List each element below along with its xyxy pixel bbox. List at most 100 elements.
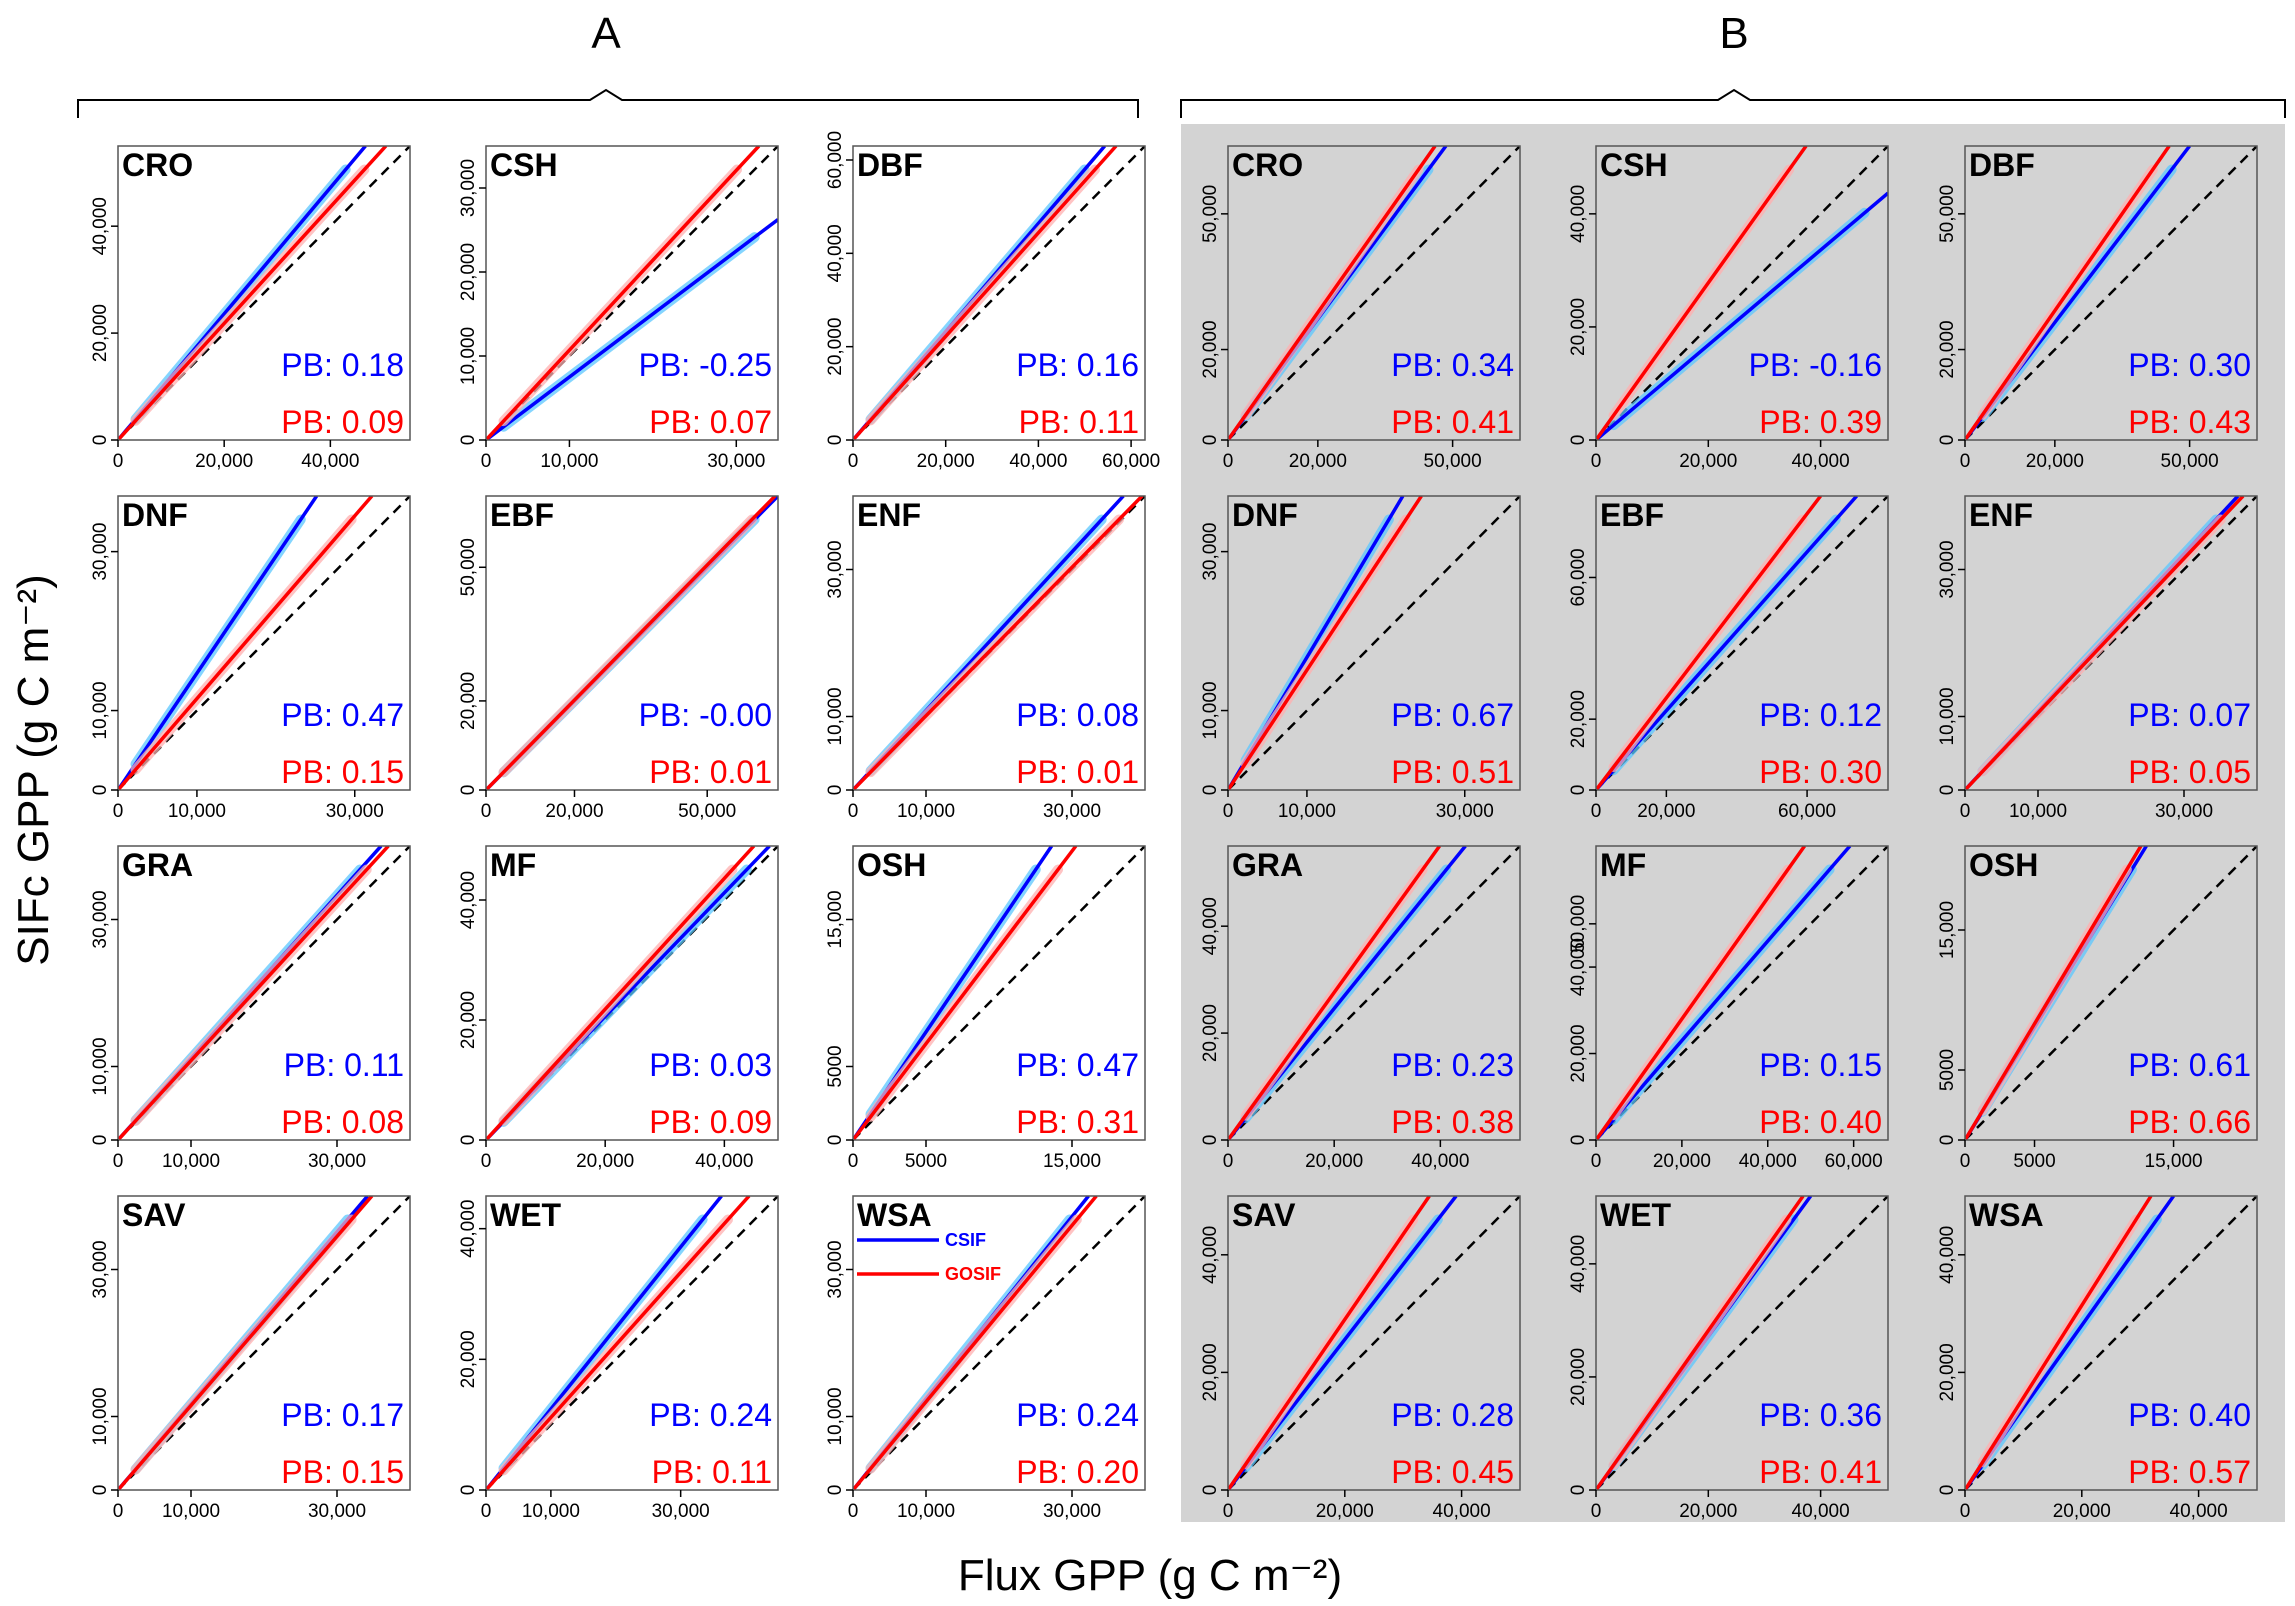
- plot-lines: [1228, 846, 1520, 1140]
- panel-title: MF: [1600, 847, 1646, 883]
- plot-lines: [118, 846, 410, 1140]
- panel-title: WSA: [857, 1197, 932, 1233]
- panel-grid: 0 20,000 40,000 0 20,000 40,000 CRO PB: 0.18 PB:…: [90, 131, 2258, 1522]
- x-tick-label: 30,000: [652, 1501, 710, 1522]
- pb-label-csif: PB: 0.23: [1391, 1047, 1514, 1083]
- panel-a-gra: 0 10,000 30,000 0 10,000 30,000 GRA PB: 0.11 PB:…: [90, 845, 411, 1172]
- y-tick-label: 40,000: [458, 871, 479, 929]
- panel-title: EBF: [1600, 497, 1664, 533]
- plot-lines: [1965, 146, 2257, 440]
- series-line-gosif: [853, 846, 1078, 1140]
- x-tick-label: 0: [1591, 1151, 1602, 1172]
- series-line-gosif: [1965, 496, 2245, 790]
- series-line-gosif: [853, 146, 1118, 440]
- one-to-one-line: [1965, 146, 2257, 440]
- plot-lines: [118, 146, 410, 440]
- pb-label-csif: PB: 0.28: [1391, 1397, 1514, 1433]
- x-tick-label: 30,000: [326, 801, 384, 822]
- panel-b-dnf: 0 10,000 30,000 0 10,000 30,000 DNF PB: 0.67 PB:…: [1200, 495, 1521, 822]
- panel-a-cro: 0 20,000 40,000 0 20,000 40,000 CRO PB: 0.18 PB:…: [90, 145, 411, 472]
- x-tick-label: 10,000: [2009, 801, 2067, 822]
- pb-label-gosif: PB: 0.41: [1759, 1454, 1882, 1490]
- panel-title: OSH: [857, 847, 926, 883]
- panel-b-ebf: 0 20,000 60,000 0 20,000 60,000 EBF PB: 0.12 PB:…: [1568, 495, 1889, 822]
- plot-frame: [1595, 495, 1889, 791]
- plot-lines: [1965, 1196, 2257, 1490]
- x-tick-label: 20,000: [2026, 451, 2084, 472]
- one-to-one-line: [1596, 146, 1888, 440]
- pb-label-gosif: PB: 0.15: [281, 754, 404, 790]
- y-tick-label: 0: [1937, 1135, 1958, 1146]
- plot-lines: [853, 146, 1145, 440]
- plot-frame: [1595, 1195, 1889, 1491]
- x-tick-label: 10,000: [162, 1501, 220, 1522]
- plot-lines: [1965, 846, 2257, 1140]
- x-tick-label: 0: [113, 1501, 124, 1522]
- pb-label-csif: PB: 0.36: [1759, 1397, 1882, 1433]
- plot-frame: [1227, 1195, 1521, 1491]
- y-tick-label: 0: [1200, 1485, 1221, 1496]
- legend-label-gosif: GOSIF: [945, 1264, 1001, 1284]
- x-tick-label: 10,000: [897, 1501, 955, 1522]
- series-line-gosif: [1965, 846, 2143, 1140]
- series-line-gosif: [1228, 496, 1423, 790]
- panel-a-mf: 0 20,000 40,000 0 20,000 40,000 MF PB: 0.03 PB: …: [458, 845, 779, 1172]
- plot-lines: [486, 146, 778, 440]
- legend-label-csif: CSIF: [945, 1230, 986, 1250]
- pb-label-csif: PB: 0.40: [2128, 1397, 2251, 1433]
- y-tick-label: 50,000: [1200, 185, 1221, 243]
- plot-lines: [1228, 496, 1520, 790]
- y-tick-label: 0: [90, 1485, 111, 1496]
- plot-lines: [1228, 146, 1520, 440]
- pb-label-csif: PB: 0.16: [1016, 347, 1139, 383]
- y-tick-label: 0: [1937, 435, 1958, 446]
- panel-b-wet: 0 20,000 40,000 0 20,000 40,000 WET PB: 0.36 PB:…: [1568, 1195, 1889, 1522]
- y-tick-label: 20,000: [1568, 690, 1589, 748]
- y-tick-label: 0: [825, 435, 846, 446]
- panel-title: CSH: [490, 147, 558, 183]
- y-tick-label: 0: [1568, 1135, 1589, 1146]
- y-tick-label: 40,000: [1568, 1235, 1589, 1293]
- y-tick-label: 40,000: [1200, 1226, 1221, 1284]
- y-tick-label: 0: [90, 1135, 111, 1146]
- pb-label-gosif: PB: 0.09: [281, 404, 404, 440]
- y-tick-label: 10,000: [825, 687, 846, 745]
- panel-title: DBF: [1969, 147, 2035, 183]
- y-tick-label: 30,000: [90, 523, 111, 581]
- pb-label-csif: PB: 0.24: [649, 1397, 772, 1433]
- x-tick-label: 30,000: [308, 1151, 366, 1172]
- x-tick-label: 40,000: [2170, 1501, 2228, 1522]
- y-tick-label: 50,000: [1937, 185, 1958, 243]
- y-tick-label: 0: [1937, 1485, 1958, 1496]
- plot-lines: [1228, 1196, 1520, 1490]
- series-line-gosif: [1965, 1196, 2153, 1490]
- x-tick-label: 60,000: [1825, 1151, 1883, 1172]
- one-to-one-line: [1228, 1196, 1520, 1490]
- y-tick-label: 0: [1568, 785, 1589, 796]
- pb-label-gosif: PB: 0.43: [2128, 404, 2251, 440]
- panel-a-wet: 0 10,000 30,000 0 20,000 40,000 WET PB: 0.24 PB:…: [458, 1195, 779, 1522]
- plot-frame: [852, 845, 1146, 1141]
- panel-a-csh: 0 10,000 30,000 0 10,000 20,000 30,000 CSH PB: -…: [458, 145, 779, 472]
- pb-label-csif: PB: -0.25: [639, 347, 772, 383]
- x-tick-label: 20,000: [1679, 1501, 1737, 1522]
- plot-lines: [853, 496, 1145, 790]
- pb-label-gosif: PB: 0.30: [1759, 754, 1882, 790]
- y-tick-label: 40,000: [1200, 897, 1221, 955]
- panel-title: CSH: [1600, 147, 1668, 183]
- series-line-csif: [118, 496, 319, 790]
- panel-b-gra: 0 20,000 40,000 0 20,000 40,000 GRA PB: 0.23 PB:…: [1200, 845, 1521, 1172]
- pb-label-gosif: PB: 0.08: [281, 1104, 404, 1140]
- plot-frame: [1595, 845, 1889, 1141]
- panel-title: CRO: [1232, 147, 1303, 183]
- x-tick-label: 0: [1223, 1151, 1234, 1172]
- panel-title: DBF: [857, 147, 923, 183]
- one-to-one-line: [1228, 846, 1520, 1140]
- x-tick-label: 0: [481, 1501, 492, 1522]
- group-a-brace: [77, 88, 1139, 118]
- y-tick-label: 0: [90, 435, 111, 446]
- x-tick-label: 20,000: [1637, 801, 1695, 822]
- y-tick-label: 10,000: [90, 681, 111, 739]
- y-tick-label: 0: [1200, 435, 1221, 446]
